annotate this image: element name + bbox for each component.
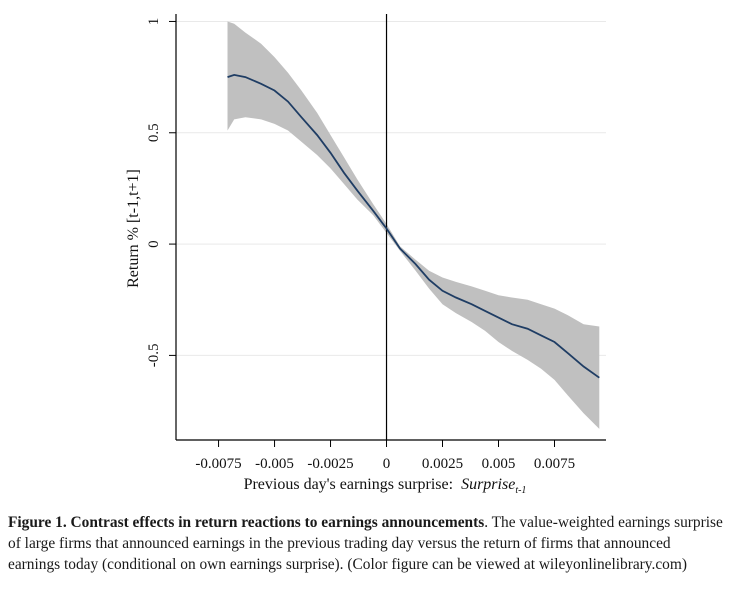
y-axis-ticks: -0.5 0 0.5 1 bbox=[146, 18, 176, 368]
x-axis-label: Previous day's earnings surprise: Surpri… bbox=[244, 476, 527, 496]
series-line bbox=[227, 73, 600, 379]
caption-title: Figure 1. Contrast effects in return rea… bbox=[8, 514, 485, 531]
figure-caption: Figure 1. Contrast effects in return rea… bbox=[8, 512, 724, 575]
chart: -0.0075 -0.005 -0.0025 0 0.0025 0.005 0.0075 -… bbox=[125, 14, 606, 496]
x-tick-label: 0.0025 bbox=[422, 456, 463, 472]
y-tick-label: 1 bbox=[146, 18, 162, 26]
x-axis-label-subscript: t-1 bbox=[515, 485, 526, 496]
x-tick-label: 0.0075 bbox=[534, 456, 575, 472]
x-axis-label-variable: Surprise bbox=[461, 476, 515, 493]
x-axis-ticks: -0.0075 -0.005 -0.0025 0 0.0025 0.005 0.0075 bbox=[195, 440, 575, 472]
axes bbox=[175, 14, 606, 441]
y-tick-label: -0.5 bbox=[146, 344, 162, 368]
y-axis-label: Return % [t-1,t+1] bbox=[125, 169, 142, 288]
x-tick-label: 0 bbox=[383, 456, 391, 472]
x-axis-label-text: Previous day's earnings surprise: bbox=[244, 476, 454, 493]
x-tick-label: -0.0075 bbox=[195, 456, 241, 472]
x-tick-label: 0.005 bbox=[482, 456, 516, 472]
y-tick-label: 0 bbox=[146, 240, 162, 248]
caption-body: . The value-weighted earnings surprise o… bbox=[8, 514, 723, 573]
y-tick-label: 0.5 bbox=[146, 123, 162, 142]
x-tick-label: -0.0025 bbox=[307, 456, 353, 472]
confidence-band bbox=[227, 21, 600, 429]
x-tick-label: -0.005 bbox=[255, 456, 294, 472]
